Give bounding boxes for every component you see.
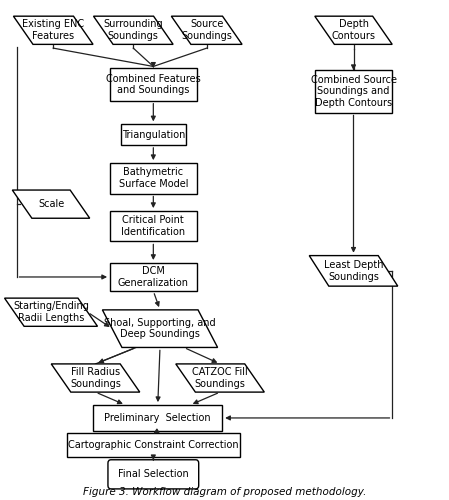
FancyBboxPatch shape — [110, 163, 197, 194]
Text: Cartographic Constraint Correction: Cartographic Constraint Correction — [68, 440, 238, 450]
Text: Surrounding
Soundings: Surrounding Soundings — [104, 20, 163, 41]
FancyBboxPatch shape — [66, 434, 240, 457]
Text: Fill Radius
Soundings: Fill Radius Soundings — [70, 367, 121, 389]
Text: Bathymetric
Surface Model: Bathymetric Surface Model — [119, 168, 188, 189]
Polygon shape — [12, 190, 90, 218]
Polygon shape — [172, 16, 242, 44]
Text: Figure 3. Workflow diagram of proposed methodology.: Figure 3. Workflow diagram of proposed m… — [83, 487, 366, 497]
Text: Starting/Ending
Radii Lengths: Starting/Ending Radii Lengths — [13, 302, 89, 323]
Polygon shape — [309, 256, 398, 286]
Text: Shoal, Supporting, and
Deep Soundings: Shoal, Supporting, and Deep Soundings — [104, 318, 216, 340]
Text: DCM
Generalization: DCM Generalization — [118, 266, 189, 288]
Text: Least Depth
Soundings: Least Depth Soundings — [324, 260, 383, 281]
Text: Combined Source
Soundings and
Depth Contours: Combined Source Soundings and Depth Cont… — [311, 75, 396, 108]
FancyBboxPatch shape — [121, 124, 185, 145]
Polygon shape — [51, 364, 140, 392]
Polygon shape — [315, 16, 392, 44]
Text: Scale: Scale — [38, 199, 64, 209]
Polygon shape — [93, 16, 173, 44]
FancyBboxPatch shape — [110, 68, 197, 101]
Text: Final Selection: Final Selection — [118, 470, 189, 480]
Text: CATZOC Fill
Soundings: CATZOC Fill Soundings — [192, 367, 248, 389]
Text: Preliminary  Selection: Preliminary Selection — [105, 413, 211, 423]
Text: Combined Features
and Soundings: Combined Features and Soundings — [106, 74, 201, 95]
FancyBboxPatch shape — [108, 460, 199, 489]
Text: Triangulation: Triangulation — [122, 130, 185, 140]
Polygon shape — [102, 310, 218, 348]
FancyBboxPatch shape — [93, 405, 222, 431]
Polygon shape — [4, 298, 97, 326]
Polygon shape — [176, 364, 264, 392]
Text: Critical Point
Identification: Critical Point Identification — [121, 216, 185, 237]
Polygon shape — [13, 16, 93, 44]
FancyBboxPatch shape — [110, 211, 197, 242]
Text: Depth
Contours: Depth Contours — [331, 20, 375, 41]
Text: Source
Soundings: Source Soundings — [181, 20, 232, 41]
FancyBboxPatch shape — [110, 263, 197, 291]
Text: Existing ENC
Features: Existing ENC Features — [22, 20, 84, 41]
FancyBboxPatch shape — [315, 70, 392, 112]
